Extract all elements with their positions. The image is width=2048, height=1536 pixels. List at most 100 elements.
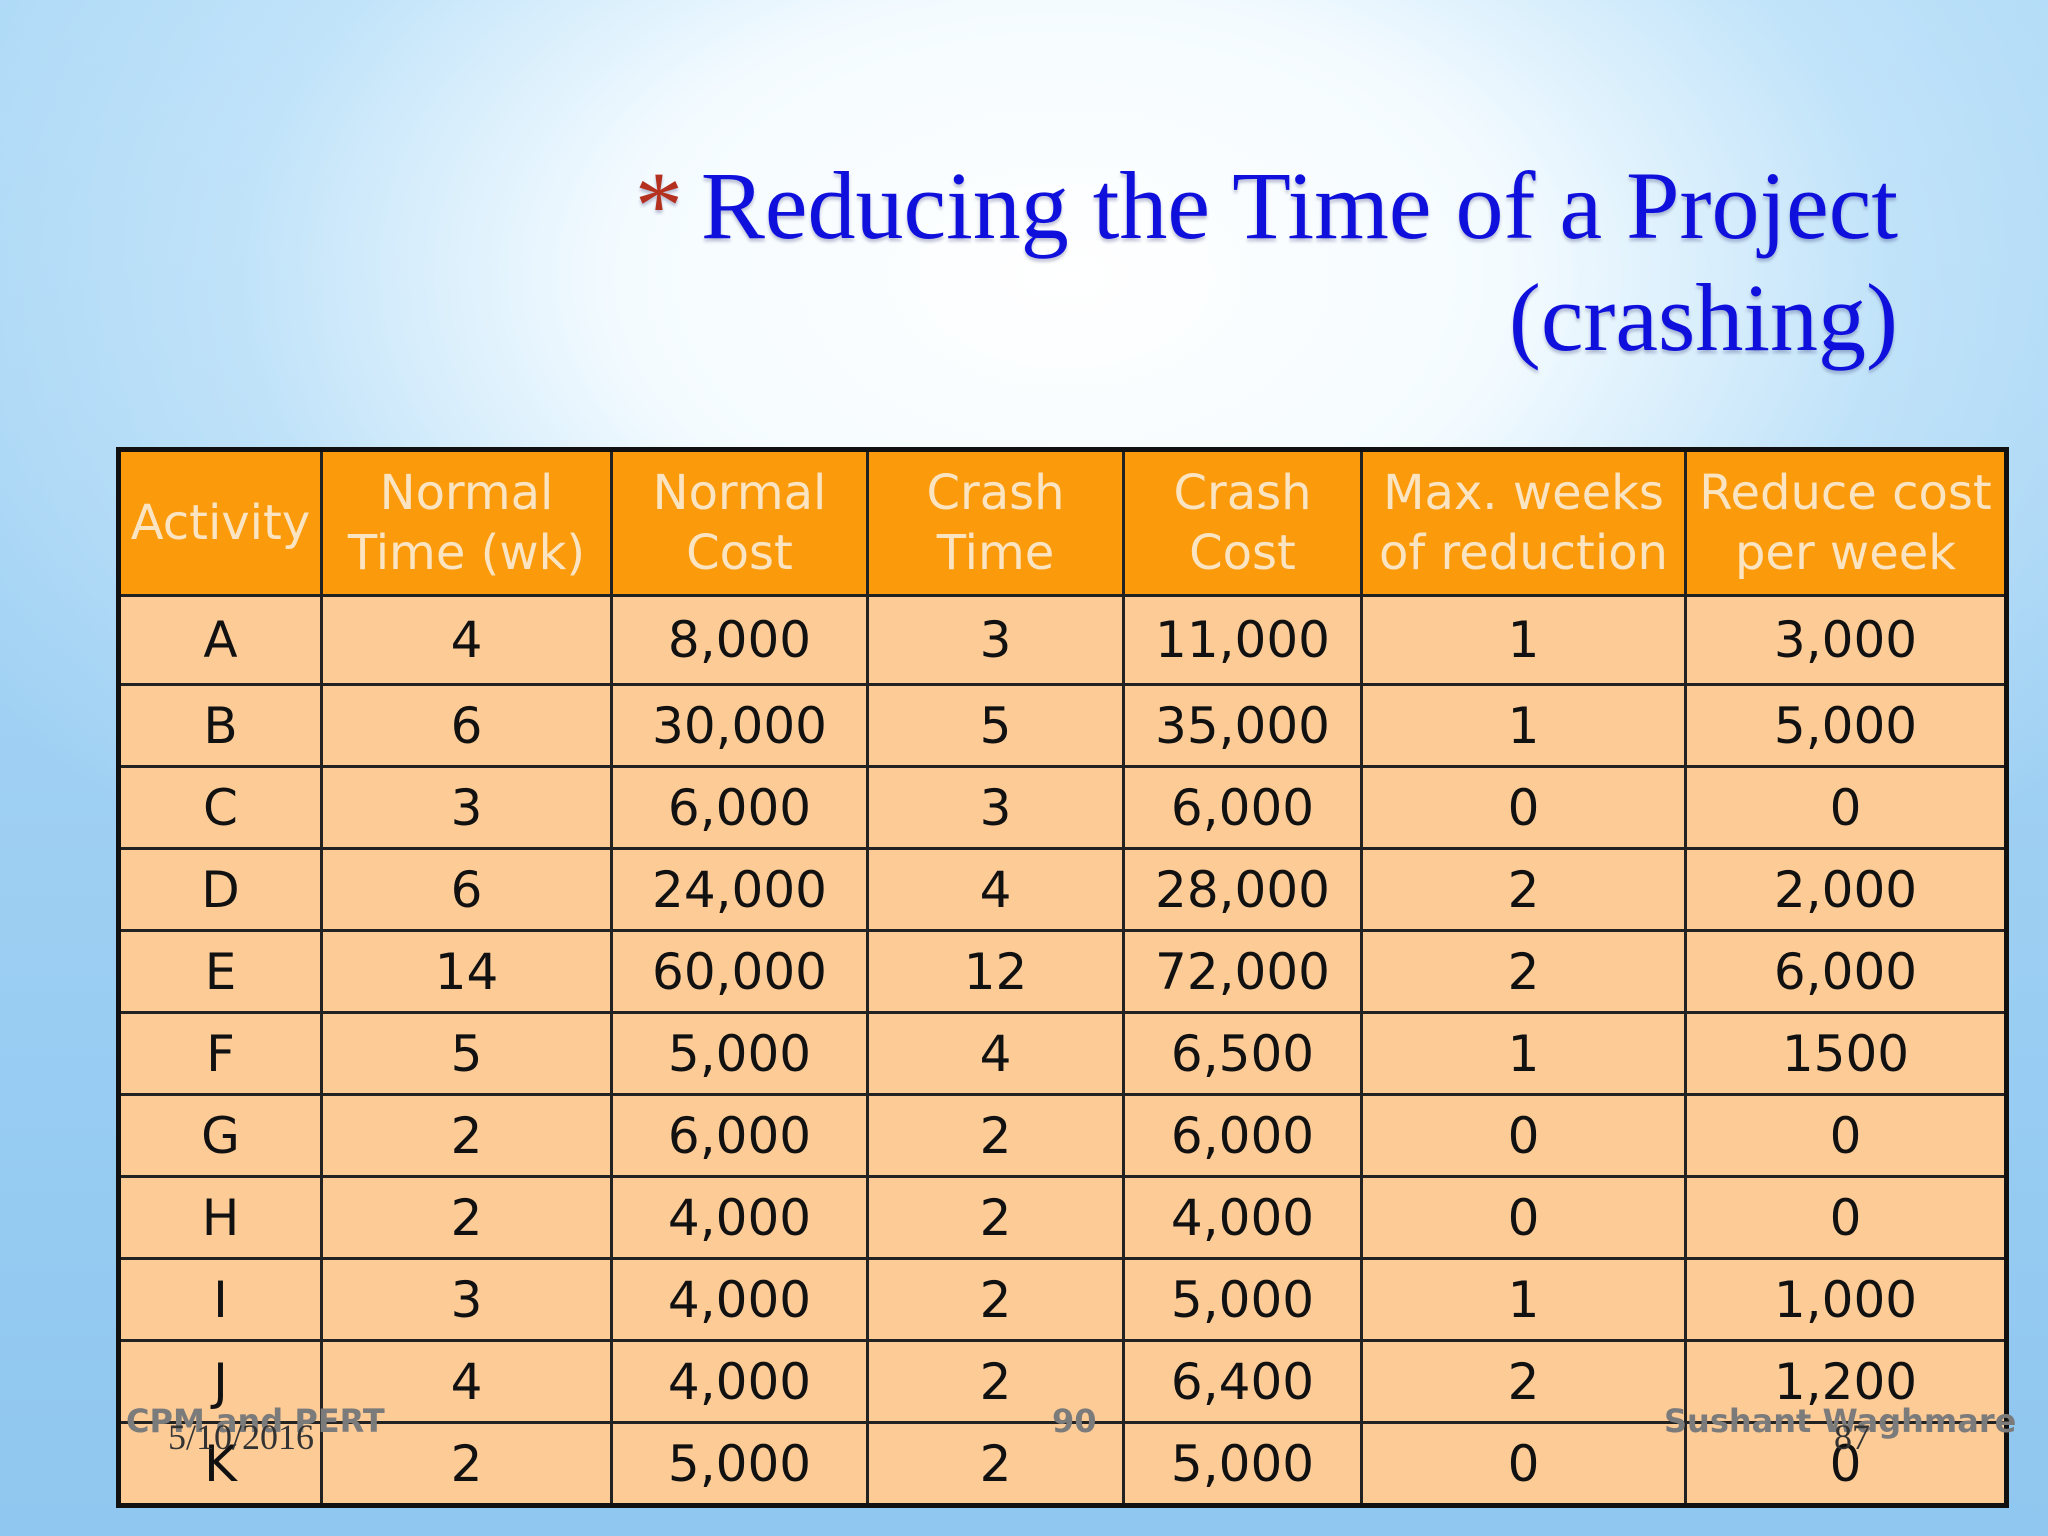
header-normal-time: Normal Time (wk) (320, 448, 613, 597)
table-cell: 0 (1360, 1421, 1687, 1507)
table-cell: 1,000 (1684, 1257, 2008, 1342)
header-activity: Activity (117, 448, 323, 597)
table-cell: 6,000 (1122, 1093, 1363, 1178)
table-cell: 1 (1360, 1257, 1687, 1342)
table-cell: 5,000 (1122, 1257, 1363, 1342)
table-cell: E (117, 929, 323, 1014)
table-row: F 5 5,000 4 6,500 1 1500 (117, 1011, 2008, 1096)
table-cell: 3 (866, 594, 1125, 686)
table-cell: 3,000 (1684, 594, 2008, 686)
table-cell: H (117, 1175, 323, 1260)
title-line-2: (crashing) (1508, 264, 1898, 371)
header-crash-cost: Crash Cost (1122, 448, 1363, 597)
table-cell: 1 (1360, 683, 1687, 768)
table-row: H 2 4,000 2 4,000 0 0 (117, 1175, 2008, 1260)
footer-page: 90 (1052, 1402, 1097, 1440)
table-cell: 0 (1684, 1421, 2008, 1507)
table-cell: 2 (866, 1339, 1125, 1424)
table-row: D 6 24,000 4 28,000 2 2,000 (117, 847, 2008, 932)
table-cell: 1,200 (1684, 1339, 2008, 1424)
table-cell: 11,000 (1122, 594, 1363, 686)
table-row: I 3 4,000 2 5,000 1 1,000 (117, 1257, 2008, 1342)
table-cell: D (117, 847, 323, 932)
table-cell: 2 (320, 1093, 613, 1178)
footer-slide-number: 87 (1834, 1417, 1870, 1457)
table-cell: 4 (320, 594, 613, 686)
title-text-1: Reducing the Time of a Project (700, 152, 1898, 259)
footer-author: Sushant Waghmare (1664, 1402, 2017, 1440)
table-cell: 72,000 (1122, 929, 1363, 1014)
table-cell: 60,000 (610, 929, 869, 1014)
table-cell: 4 (320, 1339, 613, 1424)
table-cell: 6,000 (1122, 765, 1363, 850)
table-cell: 4 (866, 1011, 1125, 1096)
table-cell: 28,000 (1122, 847, 1363, 932)
slide-title: * Reducing the Time of a Project (crashin… (498, 150, 1898, 374)
table-cell: 5,000 (610, 1011, 869, 1096)
table-cell: 0 (1684, 765, 2008, 850)
table-cell: 2 (1360, 929, 1687, 1014)
table-cell: 1 (1360, 594, 1687, 686)
table-cell: 6,000 (1684, 929, 2008, 1014)
table-cell: 2 (320, 1175, 613, 1260)
table-row: G 2 6,000 2 6,000 0 0 (117, 1093, 2008, 1178)
table-cell: 3 (320, 765, 613, 850)
crashing-table: Activity Normal Time (wk) Normal Cost Cras… (116, 447, 2009, 1508)
table-cell: 0 (1360, 1093, 1687, 1178)
table-cell: 0 (1360, 1175, 1687, 1260)
table-cell: 5,000 (1684, 683, 2008, 768)
table-cell: 1500 (1684, 1011, 2008, 1096)
table-cell: K (117, 1421, 323, 1507)
table-cell: 5 (320, 1011, 613, 1096)
table-cell: 2 (320, 1421, 613, 1507)
title-line-1: * Reducing the Time of a Project (498, 150, 1898, 262)
table-row: B 6 30,000 5 35,000 1 5,000 (117, 683, 2008, 768)
title-bullet-icon: * (634, 152, 683, 259)
table-cell: J (117, 1339, 323, 1424)
header-reduce-cost: Reduce cost per week (1684, 448, 2008, 597)
table-cell: 5,000 (610, 1421, 869, 1507)
table-cell: 1 (1360, 1011, 1687, 1096)
table-row: K 2 5,000 2 5,000 0 0 (117, 1421, 2008, 1507)
table-cell: 12 (866, 929, 1125, 1014)
table-cell: 4,000 (610, 1257, 869, 1342)
table-cell: 3 (320, 1257, 613, 1342)
table-cell: 14 (320, 929, 613, 1014)
header-max-weeks: Max. weeks of reduction (1360, 448, 1687, 597)
table-cell: 35,000 (1122, 683, 1363, 768)
table-cell: 4,000 (610, 1339, 869, 1424)
table-cell: 6,000 (610, 765, 869, 850)
table-cell: F (117, 1011, 323, 1096)
table-row: J 4 4,000 2 6,400 2 1,200 (117, 1339, 2008, 1424)
table-row: E 14 60,000 12 72,000 2 6,000 (117, 929, 2008, 1014)
table-cell: 5 (866, 683, 1125, 768)
table-row: A 4 8,000 3 11,000 1 3,000 (117, 594, 2008, 686)
table-cell: 0 (1684, 1175, 2008, 1260)
table-cell: 2 (866, 1093, 1125, 1178)
table-cell: 6 (320, 847, 613, 932)
footer-date: 5/10/2016 (168, 1417, 315, 1457)
table-header-row: Activity Normal Time (wk) Normal Cost Cras… (117, 448, 2008, 597)
table-cell: 6,000 (610, 1093, 869, 1178)
table-cell: 6 (320, 683, 613, 768)
table-cell: 4,000 (1122, 1175, 1363, 1260)
table-cell: C (117, 765, 323, 850)
table-cell: 5,000 (1122, 1421, 1363, 1507)
table-cell: 2 (1360, 847, 1687, 932)
table-cell: 2,000 (1684, 847, 2008, 932)
table-cell: 3 (866, 765, 1125, 850)
table-cell: I (117, 1257, 323, 1342)
table-cell: A (117, 594, 323, 686)
table-cell: 24,000 (610, 847, 869, 932)
table-row: C 3 6,000 3 6,000 0 0 (117, 765, 2008, 850)
table-cell: 4 (866, 847, 1125, 932)
table-cell: 0 (1360, 765, 1687, 850)
table-cell: 30,000 (610, 683, 869, 768)
table-cell: 0 (1684, 1093, 2008, 1178)
header-crash-time: Crash Time (866, 448, 1125, 597)
table-cell: 2 (866, 1257, 1125, 1342)
table-body: A 4 8,000 3 11,000 1 3,000 B 6 30,000 5 35,000 1 5,00… (117, 594, 2008, 1507)
table-cell: G (117, 1093, 323, 1178)
table-cell: 2 (1360, 1339, 1687, 1424)
footer-course: CPM and PERT (126, 1402, 385, 1440)
